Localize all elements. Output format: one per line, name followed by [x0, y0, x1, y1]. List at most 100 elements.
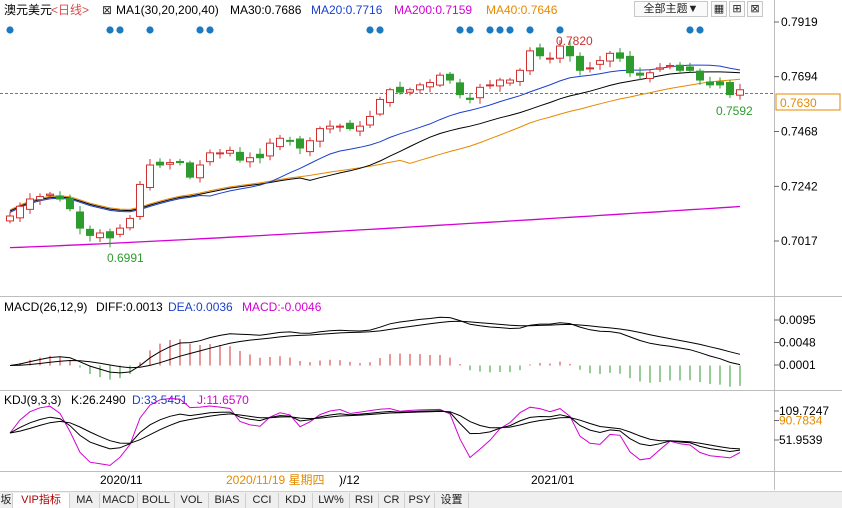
indicator-tab[interactable]: VIP指标	[13, 493, 70, 508]
ma30-line	[9, 71, 741, 212]
indicator-tab[interactable]: RSI	[350, 493, 379, 508]
candle-body	[106, 231, 114, 239]
indicator-tab[interactable]: 坂	[0, 493, 13, 508]
event-dot	[196, 26, 204, 34]
event-dot	[686, 26, 694, 34]
indicator-tab[interactable]: VOL	[175, 493, 209, 508]
indicator-tab[interactable]: LW%	[313, 493, 350, 508]
candle-body	[196, 164, 204, 179]
candle-body	[566, 45, 574, 57]
candle-body	[706, 81, 714, 86]
candle-body	[736, 89, 744, 96]
grid-icon: ▦	[713, 3, 725, 15]
ma20-line	[9, 64, 741, 213]
zoom-in-icon: ⊞	[732, 3, 742, 15]
event-dot	[206, 26, 214, 34]
candle-body	[116, 227, 124, 235]
macd-label: MACD(26,12,9)	[4, 300, 87, 314]
indicator-tab[interactable]: PSY	[405, 493, 435, 508]
event-dot	[106, 26, 114, 34]
macd-dea: DEA:0.0036	[168, 300, 233, 314]
kdj-label: KDJ(9,3,3)	[4, 393, 61, 407]
candle-body	[656, 67, 664, 70]
indicator-tab[interactable]: MA	[70, 493, 100, 508]
candle-body	[66, 198, 74, 210]
candle-body	[246, 157, 254, 163]
candle-body	[266, 142, 274, 157]
candle-body	[696, 70, 704, 81]
indicator-tab[interactable]: 设置	[435, 493, 469, 508]
diff-line	[9, 316, 741, 374]
candle-body	[466, 97, 474, 100]
event-dot	[376, 26, 384, 34]
price-axis: 0.7919 0.7694 0.7468 0.7242 0.7017	[774, 15, 818, 248]
price-tick-label: 0.7919	[781, 15, 818, 29]
candle-body	[186, 162, 194, 178]
candle-body	[296, 138, 304, 149]
event-markers[interactable]	[6, 26, 704, 34]
candle-body	[316, 128, 324, 142]
kdj-k: K:26.2490	[71, 393, 126, 407]
event-dot	[366, 26, 374, 34]
candle-body	[496, 79, 504, 87]
theme-select-label: 全部主题	[643, 3, 688, 15]
candle-body	[206, 152, 214, 163]
ma200-line	[9, 205, 741, 249]
price-tick-label: 0.7468	[781, 125, 818, 139]
event-dot	[526, 26, 534, 34]
price-tick-label: 0.7694	[781, 70, 818, 84]
macd-diff: DIFF:0.0013	[96, 300, 163, 314]
toolbar-button-3[interactable]: ⊠	[747, 1, 763, 17]
candle-body	[16, 205, 24, 219]
toolbar-button-2[interactable]: ⊞	[729, 1, 745, 17]
candle-body	[446, 73, 454, 81]
indicator-tab[interactable]: KDJ	[279, 493, 313, 508]
candle-body	[226, 149, 234, 154]
indicator-tab[interactable]: BIAS	[209, 493, 246, 508]
indicator-tab[interactable]: CR	[379, 493, 405, 508]
k-line	[9, 410, 741, 453]
ma30-value: MA30:0.7686	[230, 3, 302, 17]
moving-average-lines	[9, 64, 741, 249]
candle-body	[456, 82, 464, 96]
candle-body	[356, 125, 364, 132]
event-dot	[456, 26, 464, 34]
kdj-j: J:11.6570	[197, 393, 249, 407]
candle-body	[236, 151, 244, 161]
candle-body	[146, 164, 154, 188]
indicator-tab[interactable]: MACD	[100, 493, 138, 508]
indicator-tab-bar: 坂 VIP指标 MA MACD BOLL VOL BIAS CCI KDJ LW% RSI CR PSY…	[0, 491, 842, 508]
candle-body	[526, 50, 534, 72]
candle-body	[56, 195, 64, 200]
macd-histogram	[19, 339, 741, 387]
recent-low-label: 0.7592	[716, 104, 753, 118]
toolbar-button-1[interactable]: ▦	[711, 1, 727, 17]
candle-body	[716, 81, 724, 86]
candle-body	[346, 122, 354, 130]
price-tick-label: 0.7017	[781, 234, 818, 248]
ma-settings-icon[interactable]: ⊠	[102, 3, 112, 17]
ma40-value: MA40:0.7646	[486, 3, 558, 17]
candle-body	[576, 55, 584, 71]
kdj-tick-label: 90.7834	[779, 414, 823, 428]
macd-lines	[9, 316, 741, 374]
current-price-label: 0.7630	[780, 96, 817, 110]
event-dot	[556, 26, 564, 34]
candle-body	[486, 84, 494, 87]
event-dot	[466, 26, 474, 34]
period-label[interactable]: <日线>	[51, 3, 89, 17]
candle-body	[636, 72, 644, 76]
event-dot	[506, 26, 514, 34]
ma40-line	[9, 78, 741, 211]
indicator-tab[interactable]: BOLL	[138, 493, 175, 508]
indicator-tab[interactable]: CCI	[246, 493, 279, 508]
candle-body	[166, 162, 174, 165]
kdj-tick-label: 51.9539	[779, 433, 823, 447]
candle-body	[176, 160, 184, 164]
candle-body	[436, 74, 444, 86]
theme-select[interactable]: 全部主题▼	[634, 1, 708, 17]
candle-body	[646, 72, 654, 79]
candle-body	[676, 64, 684, 71]
x-label-2020-12: )/12	[339, 473, 360, 487]
